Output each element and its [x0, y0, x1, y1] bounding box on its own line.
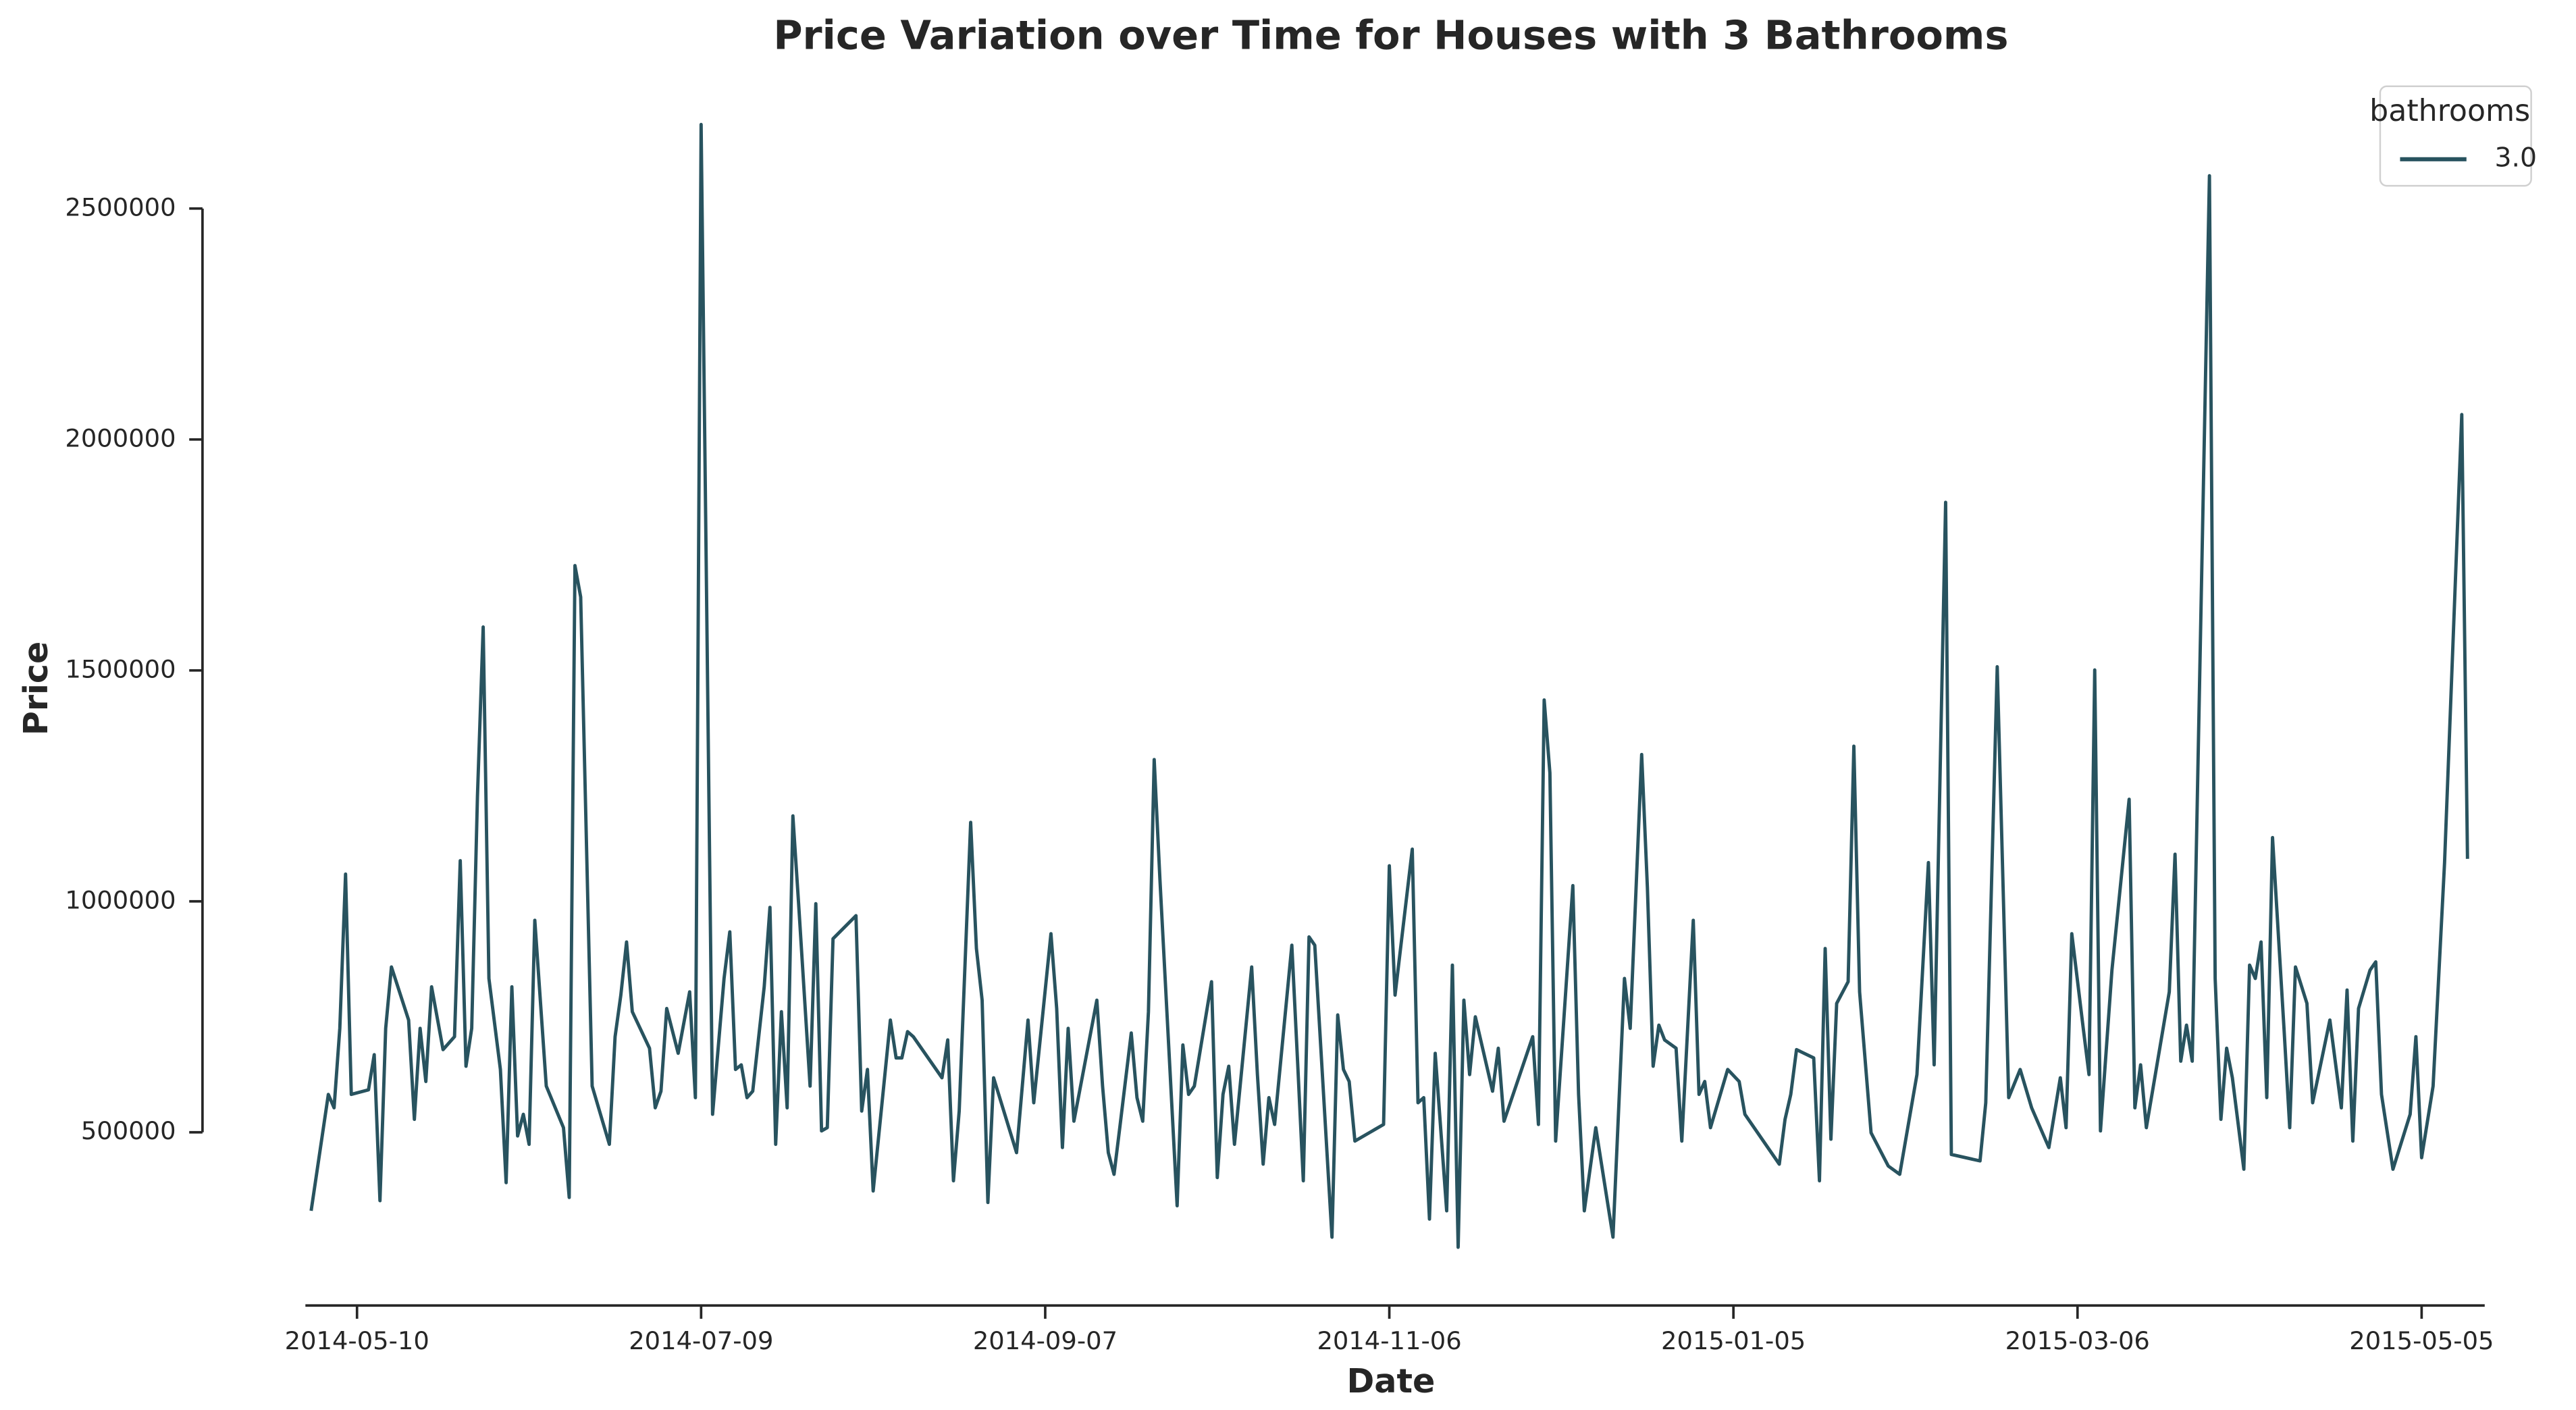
x-tick-label: 2014-05-10: [285, 1326, 429, 1355]
legend-title: bathrooms: [2369, 94, 2530, 128]
y-tick-label: 2000000: [65, 423, 176, 452]
chart-title: Price Variation over Time for Houses wit…: [773, 12, 2008, 59]
x-tick-label: 2015-03-06: [2005, 1326, 2150, 1355]
y-tick-label: 500000: [81, 1116, 176, 1145]
data-line: [309, 122, 2469, 1249]
x-tick-label: 2014-07-09: [629, 1326, 773, 1355]
y-tick-label: 2500000: [65, 192, 176, 221]
x-tick-label: 2014-09-07: [973, 1326, 1118, 1355]
legend: bathrooms 3.0: [2369, 85, 2538, 187]
x-tick-label: 2014-11-06: [1317, 1326, 1461, 1355]
y-tick-label: 1000000: [65, 885, 176, 914]
x-tick-label: 2015-01-05: [1661, 1326, 1806, 1355]
y-tick-label: 1500000: [65, 654, 176, 683]
legend-label: 3.0: [2495, 142, 2538, 173]
y-axis-label: Price: [16, 642, 55, 735]
x-tick-label: 2015-05-05: [2349, 1326, 2494, 1355]
x-axis-label: Date: [1347, 1361, 1436, 1401]
